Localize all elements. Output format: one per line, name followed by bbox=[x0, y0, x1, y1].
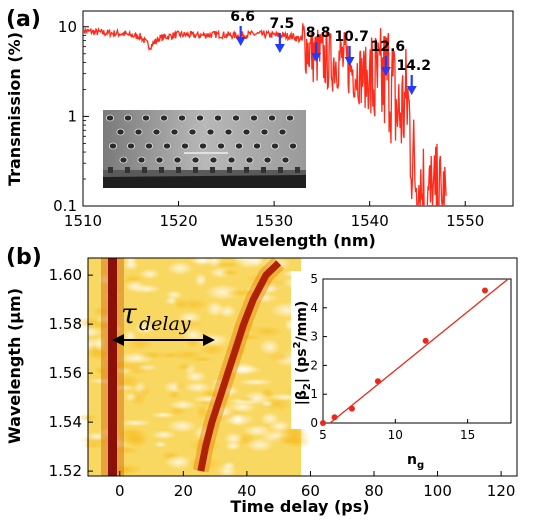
sem-micrograph-image bbox=[103, 110, 306, 188]
panel-b-y-axis-label: Wavelength (μm) bbox=[5, 288, 24, 444]
reference-pulse-trace bbox=[108, 258, 117, 476]
inset-data-point bbox=[374, 378, 381, 385]
panel-b-x-tick-label: 120 bbox=[487, 482, 516, 500]
panel-a-y-axis-label: Transmission (%) bbox=[5, 32, 24, 186]
group-index-arrow: 6.6 bbox=[230, 9, 255, 46]
inset-y-tick-label: 1 bbox=[310, 387, 318, 401]
panel-b-y-tick-label: 1.60 bbox=[49, 266, 82, 284]
group-index-arrow: 7.5 bbox=[269, 16, 294, 53]
panel-b-label: (b) bbox=[6, 245, 42, 270]
inset-y-ticks: 0 1 2 3 4 5 bbox=[310, 272, 327, 430]
tau-subscript: delay bbox=[139, 313, 191, 335]
inset-x-tick-label: 5 bbox=[319, 428, 327, 442]
inset-x-ticks: 5 10 15 bbox=[319, 419, 475, 442]
group-index-arrows: 6.6 7.5 8.8 10.712.6 14.2 bbox=[230, 9, 431, 95]
panel-b-frame bbox=[87, 257, 518, 477]
inset-y-tick-label: 2 bbox=[310, 358, 318, 372]
panel-b-x-tick-label: 0 bbox=[115, 482, 125, 500]
inset-frame bbox=[322, 278, 512, 424]
group-index-label: 8.8 bbox=[306, 25, 331, 41]
group-index-label: 7.5 bbox=[269, 16, 294, 32]
panel-a-x-tick-label: 1550 bbox=[446, 212, 484, 230]
panel-a-x-ticks: 1510 1520 1530 1540 1550 bbox=[64, 201, 484, 230]
panel-a-x-tick-label: 1540 bbox=[351, 212, 389, 230]
inset-y-tick-label: 5 bbox=[310, 272, 318, 286]
group-index-arrow: 14.2 bbox=[396, 58, 431, 95]
panel-b-y-tick-label: 1.52 bbox=[49, 462, 82, 480]
panel-b-x-tick-label: 20 bbox=[174, 482, 193, 500]
group-index-label: 14.2 bbox=[396, 58, 431, 74]
panel-a-x-tick-label: 1530 bbox=[255, 212, 293, 230]
linear-fit-line bbox=[329, 278, 509, 424]
inset-data-point bbox=[422, 337, 429, 344]
inset-data-point bbox=[481, 287, 488, 294]
panel-b-y-tick-label: 1.56 bbox=[49, 364, 82, 382]
inset-data-point bbox=[348, 405, 355, 412]
panel-a: (a) 1510 1520 1530 1540 1550 10 1 0.1 Waveleng… bbox=[5, 7, 514, 250]
inset-x-tick-label: 10 bbox=[388, 428, 403, 442]
inset-data-point bbox=[331, 414, 338, 421]
panel-a-frame bbox=[82, 10, 514, 207]
delayed-pulse-trace bbox=[197, 260, 282, 472]
inset-y-tick-label: 4 bbox=[310, 301, 318, 315]
inset-x-tick-label: 15 bbox=[460, 428, 475, 442]
panel-b: (b) 0 20 40 60 80 100 120 1.521.541.561.581.60… bbox=[5, 245, 518, 516]
panel-a-x-tick-label: 1520 bbox=[159, 212, 197, 230]
panel-a-y-tick-label: 1 bbox=[67, 107, 77, 125]
inset-x-axis-label: ng bbox=[407, 452, 424, 471]
panel-b-y-ticks: 1.52 1.54 1.56 1.58 1.60 bbox=[49, 266, 93, 480]
group-index-label: 12.6 bbox=[371, 39, 406, 55]
panel-b-y-tick-label: 1.58 bbox=[49, 315, 82, 333]
dispersion-inset: 5 10 15 0 1 2 3 4 5 ng |β2| (ps2/mm) bbox=[291, 271, 513, 471]
group-index-label: 10.7 bbox=[334, 29, 369, 45]
panel-a-y-tick-label: 10 bbox=[58, 18, 77, 36]
tau-delay-annotation: τ delay bbox=[112, 297, 215, 346]
panel-a-x-tick-label: 1510 bbox=[64, 212, 102, 230]
panel-a-label: (a) bbox=[6, 7, 41, 32]
panel-a-y-tick-label: 0.1 bbox=[53, 197, 77, 215]
panel-b-x-axis-label: Time delay (ps) bbox=[230, 497, 369, 516]
inset-y-tick-label: 3 bbox=[310, 330, 318, 344]
inset-y-axis-label: |β2| (ps2/mm) bbox=[292, 301, 313, 406]
panel-a-x-axis-label: Wavelength (nm) bbox=[220, 231, 376, 250]
spectrogram-heatmap bbox=[73, 250, 312, 478]
panel-b-x-tick-label: 100 bbox=[423, 482, 452, 500]
group-index-arrow: 10.7 bbox=[334, 29, 369, 66]
panel-b-y-tick-label: 1.54 bbox=[49, 413, 82, 431]
inset-data-points bbox=[320, 287, 488, 426]
group-index-arrow: 8.8 bbox=[306, 25, 331, 62]
panel-b-x-tick-label: 40 bbox=[237, 482, 256, 500]
inset-y-tick-label: 0 bbox=[310, 416, 318, 430]
panel-a-y-ticks: 10 1 0.1 bbox=[53, 18, 89, 215]
panel-b-x-ticks: 0 20 40 60 80 100 120 bbox=[115, 471, 515, 500]
group-index-arrow: 12.6 bbox=[371, 39, 406, 76]
tau-symbol: τ bbox=[121, 297, 137, 330]
panel-b-x-tick-label: 60 bbox=[301, 482, 320, 500]
panel-b-x-tick-label: 80 bbox=[364, 482, 383, 500]
group-index-label: 6.6 bbox=[230, 9, 255, 25]
inset-data-point bbox=[320, 420, 326, 426]
transmission-line bbox=[83, 23, 447, 206]
